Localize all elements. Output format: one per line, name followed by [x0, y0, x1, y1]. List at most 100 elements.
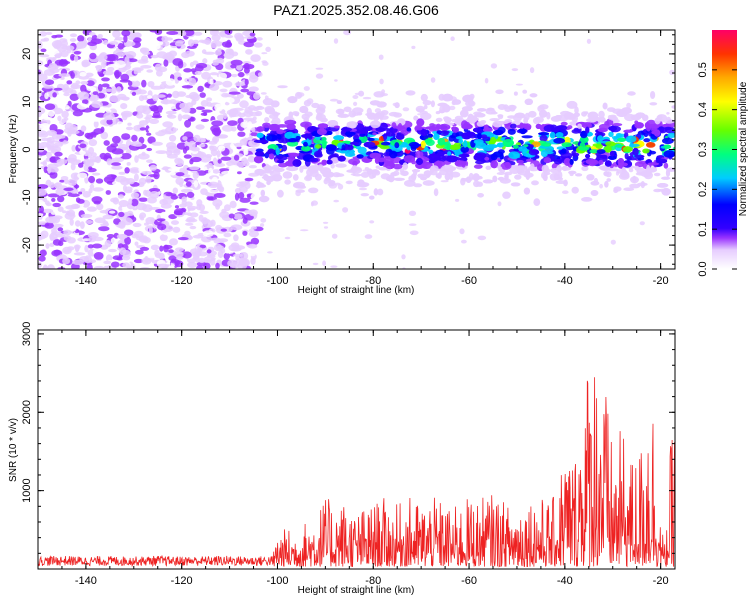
spectrogram-cell — [177, 237, 189, 241]
spectrogram-cell — [632, 147, 639, 156]
spectrogram-cell — [473, 139, 484, 145]
spectrogram-cell — [332, 211, 339, 217]
spectrogram-cell — [352, 95, 359, 99]
spectrogram-cell — [42, 266, 50, 269]
spectrogram-cell — [579, 136, 589, 144]
spectrogram-cell — [356, 154, 364, 159]
spectrogram-cell — [375, 165, 380, 169]
spectrogram-cell — [260, 218, 267, 223]
spectrogram-cell — [462, 94, 474, 103]
spectrogram-cell — [504, 107, 512, 112]
spectrogram-cell — [182, 251, 192, 259]
spectrogram-cell — [68, 130, 80, 135]
spectrogram-cell — [253, 42, 263, 48]
spectrogram-cell — [202, 220, 214, 228]
spectrogram-cell — [356, 112, 363, 116]
spectrogram-cell — [520, 130, 526, 135]
spectrogram-cell — [440, 180, 449, 183]
spectrogram-cell — [84, 132, 91, 139]
spectrogram-cell — [514, 165, 525, 171]
spectrogram-cell — [337, 183, 344, 190]
spectrogram-cell — [87, 232, 99, 239]
spectrogram-cell — [239, 100, 249, 109]
spectrogram-cell — [97, 83, 103, 92]
spectrogram-cell — [228, 213, 235, 219]
spectrogram-cell — [295, 189, 306, 193]
spectrogram-cell — [144, 222, 149, 226]
spectrogram-cell — [416, 118, 425, 127]
spectrogram-cell — [539, 109, 548, 118]
spectrogram-cell — [545, 146, 554, 152]
spectrogram-cell — [567, 125, 573, 130]
spectrogram-cell — [260, 139, 269, 144]
spectrogram-cell — [359, 133, 366, 137]
spectrogram-cell — [77, 35, 85, 42]
spectrogram-cell — [315, 73, 324, 79]
spectrogram-cell — [240, 121, 249, 128]
spectrogram-cell — [367, 137, 375, 142]
spectrogram-cell — [179, 167, 186, 174]
spectrogram-cell — [189, 225, 197, 230]
spectrogram-cell — [80, 213, 93, 218]
spectrogram-cell — [458, 153, 470, 158]
spectrogram-cell — [86, 263, 93, 269]
spectrogram-cell — [450, 36, 455, 41]
spectrogram-cell — [102, 70, 114, 76]
spectrogram-cell — [181, 31, 187, 36]
spectrogram-cell — [234, 82, 245, 87]
spectrogram-cell — [425, 126, 437, 130]
spectrogram-cell — [394, 142, 400, 149]
spectrogram-cell — [288, 138, 298, 143]
spectrogram-cell — [303, 141, 308, 147]
spectrogram-cell — [451, 126, 456, 131]
spectrogram-cell — [303, 99, 312, 107]
spectrogram-cell — [117, 243, 124, 249]
spectrogram-cell — [573, 127, 579, 132]
spectrogram-cell — [201, 109, 213, 113]
spectrogram-cell — [654, 117, 661, 125]
spectrogram-cell — [450, 171, 461, 178]
spectrogram-cell — [45, 202, 52, 207]
spectrogram-cell — [106, 158, 113, 166]
spectrogram-cell — [326, 130, 333, 135]
spectrogram-cell — [256, 132, 264, 139]
spectrogram-cell — [46, 151, 52, 158]
spectrogram-cell — [44, 92, 49, 100]
spectrogram-cell — [109, 95, 121, 103]
spectrogram-cell — [128, 198, 133, 205]
spectrogram-cell — [369, 100, 381, 106]
spectrogram-cell — [65, 45, 75, 51]
spectrogram-cell — [109, 61, 114, 65]
spectrogram-cell — [63, 235, 72, 242]
spectrogram-cell — [308, 187, 319, 194]
spectrogram-cell — [108, 248, 117, 253]
spectrogram-cell — [599, 183, 603, 189]
spectrogram-cell — [266, 134, 278, 142]
snr-panel: -140 -120 -100 -80 -60 -40 -20 1000 2000 3000 He… — [8, 322, 676, 596]
spectrogram-cell — [159, 245, 164, 252]
spectrogram-cell — [174, 157, 183, 164]
snr-x-label: Height of straight line (km) — [298, 585, 415, 596]
spectrogram-cell — [209, 72, 219, 76]
spectrogram-cell — [395, 133, 405, 140]
spectrogram-cell — [192, 171, 199, 179]
spectrogram-cell — [139, 127, 147, 131]
spectrogram-cell — [662, 137, 674, 145]
spectrogram-cell — [608, 131, 614, 137]
spectrogram-cell — [75, 80, 81, 85]
spectrogram-cell — [598, 116, 606, 123]
spectrogram-cell — [200, 118, 209, 122]
spectrogram-cell — [553, 158, 563, 165]
spectrogram-cell — [250, 132, 259, 137]
spectrogram-cell — [416, 157, 423, 166]
spectrogram-cell — [179, 239, 191, 248]
spectrogram-cell — [49, 67, 60, 74]
spectrogram-cell — [74, 204, 81, 209]
spectrogram-cell — [169, 238, 178, 246]
spectrogram-cell — [204, 37, 212, 45]
spectrogram-cell — [329, 98, 339, 102]
spectrogram-cell — [69, 226, 77, 232]
spectrogram-cell — [92, 187, 104, 192]
spectrogram-cell — [133, 258, 144, 264]
spectrogram-cell — [118, 96, 130, 101]
